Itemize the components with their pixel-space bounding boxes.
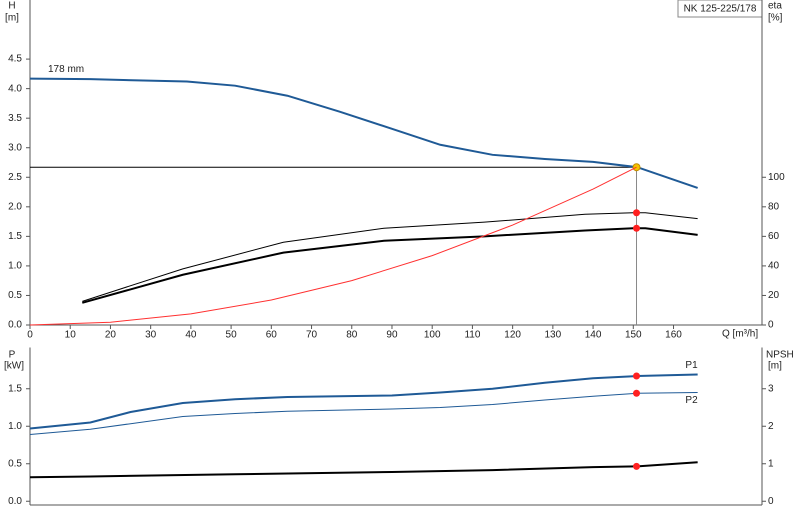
x-tick-label: 130 (545, 330, 562, 341)
curve-label: 178 mm (48, 64, 84, 75)
y2-tick-label: 20 (768, 290, 780, 301)
y2-tick-label: 1 (768, 458, 774, 469)
y-axis-title: P (9, 350, 16, 361)
y-tick-label: 1.5 (8, 231, 22, 242)
curve (29, 461, 698, 479)
y2-tick-label: 0 (768, 320, 774, 331)
x-tick-label: 60 (266, 330, 278, 341)
y2-tick-label: 2 (768, 421, 774, 432)
x-tick-label: 120 (504, 330, 521, 341)
x-tick-label: 70 (306, 330, 318, 341)
x-tick-label: 90 (386, 330, 398, 341)
y2-axis-title: eta (768, 1, 782, 12)
y2-tick-label: 100 (768, 172, 785, 183)
y-tick-label: 0.5 (8, 290, 22, 301)
y-tick-label: 3.0 (8, 142, 22, 153)
y2-axis-unit: [%] (768, 13, 783, 24)
y2-tick-label: 80 (768, 201, 780, 212)
x-tick-label: 100 (424, 330, 441, 341)
y2-axis-unit: [m] (768, 361, 782, 372)
x-tick-label: 160 (665, 330, 682, 341)
x-tick-label: 140 (585, 330, 602, 341)
product-name: NK 125-225/178 (684, 4, 757, 15)
curve (82, 227, 698, 304)
x-tick-label: 50 (226, 330, 238, 341)
y-tick-label: 0.5 (8, 458, 22, 469)
operating-point (633, 389, 641, 397)
y-axis-title: H (8, 1, 15, 12)
curve (29, 166, 637, 326)
y-tick-label: 4.5 (8, 54, 22, 65)
x-tick-label: 110 (464, 330, 480, 341)
curve (82, 212, 698, 302)
y2-tick-label: 0 (768, 496, 774, 507)
y-tick-label: 0.0 (8, 320, 22, 331)
x-tick-label: 40 (185, 330, 197, 341)
y-tick-label: 1.0 (8, 421, 22, 432)
curve (29, 373, 698, 430)
curve-label: P1 (685, 360, 698, 371)
y-tick-label: 4.0 (8, 83, 22, 94)
x-tick-label: 10 (65, 330, 77, 341)
y2-tick-label: 60 (768, 231, 780, 242)
x-tick-label: 20 (105, 330, 117, 341)
operating-point (633, 224, 641, 232)
y-tick-label: 2.5 (8, 172, 22, 183)
x-tick-label: 30 (145, 330, 157, 341)
x-axis-title: Q [m³/h] (722, 329, 758, 340)
y-tick-label: 1.5 (8, 383, 22, 394)
operating-point (633, 372, 641, 380)
curve (29, 392, 698, 435)
y-axis-unit: [m] (5, 13, 19, 24)
y2-axis-title: NPSH (766, 350, 794, 361)
y2-tick-label: 3 (768, 383, 774, 394)
x-tick-label: 150 (625, 330, 642, 341)
operating-point (633, 209, 641, 217)
y2-tick-label: 40 (768, 261, 780, 272)
curve (29, 77, 698, 189)
y-tick-label: 0.0 (8, 496, 22, 507)
operating-point (633, 462, 641, 470)
y-tick-label: 2.0 (8, 201, 22, 212)
curve-label: P2 (685, 395, 698, 406)
y-tick-label: 3.5 (8, 113, 22, 124)
y-tick-label: 1.0 (8, 261, 22, 272)
y-axis-unit: [kW] (4, 361, 24, 372)
x-tick-label: 0 (27, 330, 33, 341)
x-tick-label: 80 (346, 330, 358, 341)
